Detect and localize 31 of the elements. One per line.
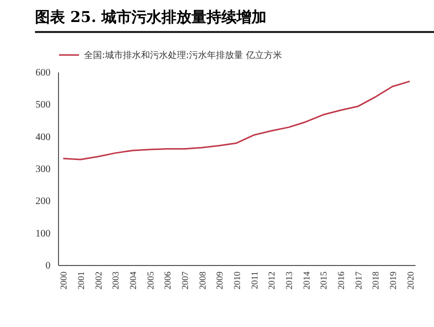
y-tick-label: 500: [36, 100, 50, 111]
x-tick-label: 2016: [336, 271, 346, 290]
x-tick-label: 2020: [405, 271, 416, 290]
legend-label: 全国:城市排水和污水处理:污水年排放量 亿立方米: [84, 50, 282, 61]
x-tick-label: 2009: [214, 271, 225, 290]
x-tick-label: 2003: [110, 271, 121, 290]
x-tick-label: 2008: [197, 271, 208, 290]
y-tick-label: 400: [36, 132, 50, 143]
x-tick-label: 2019: [388, 271, 398, 290]
x-tick-label: 2002: [93, 272, 104, 290]
y-tick-label: 300: [36, 164, 50, 175]
y-tick-label: 200: [36, 196, 50, 208]
x-tick-label: 2017: [353, 271, 364, 290]
x-tick-label: 2014: [301, 271, 312, 290]
y-tick-label: 600: [36, 68, 50, 78]
x-tick-label: 2001: [76, 272, 86, 290]
x-tick-label: 2011: [249, 272, 260, 290]
x-tick-label: 2015: [318, 271, 329, 290]
x-tick-label: 2006: [162, 271, 173, 290]
x-tick-label: 2018: [370, 271, 381, 290]
x-tick-label: 2013: [284, 271, 294, 290]
x-tick-label: 2004: [128, 271, 138, 290]
x-tick-label: 2007: [180, 271, 190, 290]
chart-title: 图表 25. 城市污水排放量持续增加: [35, 8, 434, 33]
y-tick-label: 0: [46, 260, 50, 272]
x-tick-label: 2012: [266, 272, 277, 290]
line-series: [62, 80, 411, 160]
y-tick-label: 100: [36, 228, 50, 240]
x-tick-label: 2000: [58, 271, 69, 290]
x-tick-label: 2005: [145, 271, 156, 290]
x-tick-label: 2010: [232, 271, 242, 290]
